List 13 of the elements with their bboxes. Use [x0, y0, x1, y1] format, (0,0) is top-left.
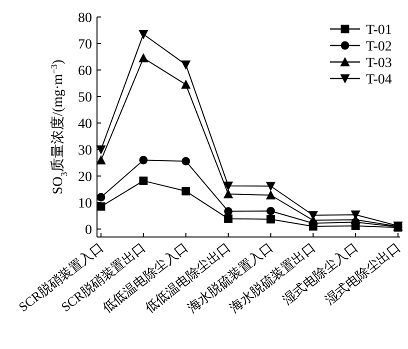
y-tick-label: 80 [78, 11, 92, 26]
y-tick-label: 10 [78, 196, 92, 212]
y-tick-label: 0 [85, 223, 92, 238]
legend-label: T-01 [366, 23, 392, 38]
y-tick-label: 40 [78, 117, 92, 132]
y-tick-label: 20 [78, 170, 92, 186]
legend-label: T-04 [366, 72, 392, 88]
y-tick-label: 50 [78, 90, 92, 106]
y-tick-label: 70 [78, 38, 92, 53]
legend-label: T-03 [366, 56, 392, 71]
y-tick-label: 60 [78, 64, 92, 80]
legend-label: T-02 [366, 40, 392, 54]
y-tick-label: 30 [78, 144, 92, 159]
